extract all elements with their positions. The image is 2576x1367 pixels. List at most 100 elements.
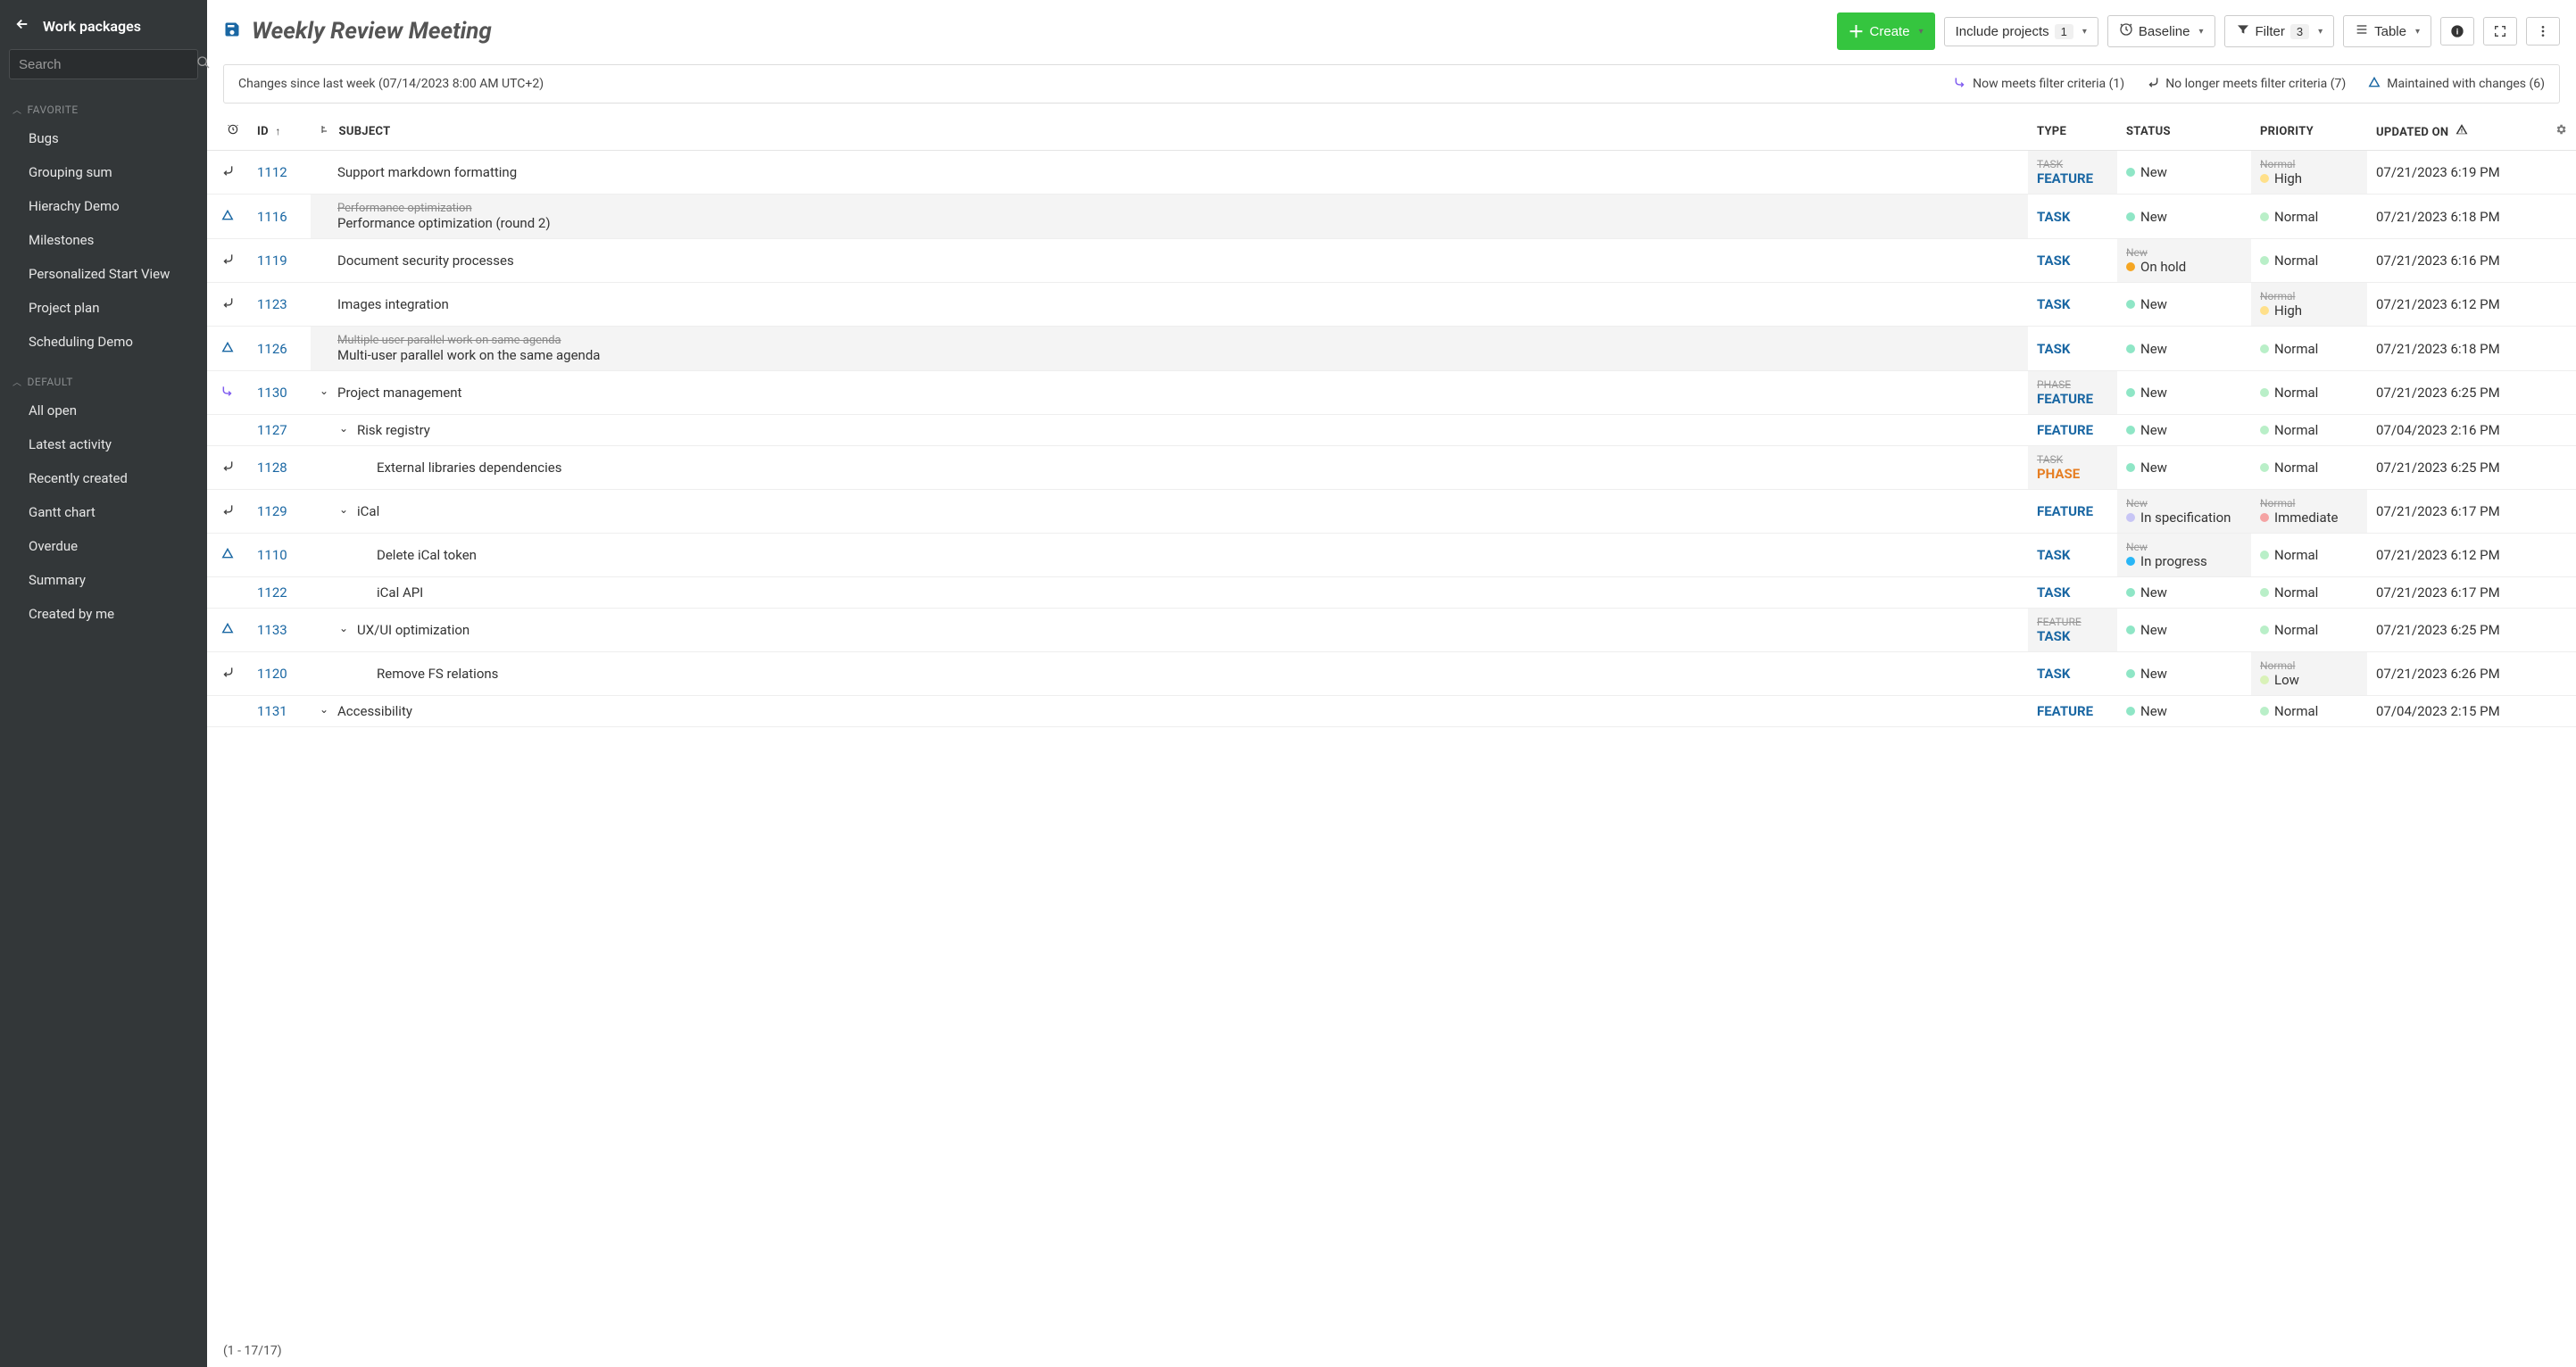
col-id-header[interactable]: ID ↑ bbox=[248, 112, 311, 151]
row-subject[interactable]: ⌄iCal bbox=[311, 490, 2028, 534]
col-updated-header[interactable]: UPDATED ON bbox=[2367, 112, 2546, 151]
col-status-header[interactable]: STATUS bbox=[2117, 112, 2251, 151]
row-id[interactable]: 1131 bbox=[248, 696, 311, 727]
row-id[interactable]: 1112 bbox=[248, 151, 311, 195]
row-type: TASKFEATURE bbox=[2028, 151, 2117, 195]
sidebar-item[interactable]: Gantt chart bbox=[0, 495, 207, 529]
expand-icon[interactable]: ⌄ bbox=[339, 422, 352, 435]
row-subject[interactable]: Images integration bbox=[311, 283, 2028, 327]
table-row[interactable]: 1127⌄Risk registryFEATURENewNormal07/04/… bbox=[207, 415, 2576, 446]
sidebar-item[interactable]: Grouping sum bbox=[0, 155, 207, 189]
fullscreen-button[interactable] bbox=[2483, 17, 2517, 46]
info-button[interactable]: i bbox=[2440, 17, 2474, 46]
sidebar-item[interactable]: Personalized Start View bbox=[0, 257, 207, 291]
col-settings-header[interactable] bbox=[2546, 112, 2576, 151]
sidebar-item[interactable]: Created by me bbox=[0, 597, 207, 631]
row-id[interactable]: 1116 bbox=[248, 195, 311, 239]
sidebar-item[interactable]: Latest activity bbox=[0, 427, 207, 461]
table-row[interactable]: 1126Multiple user parallel work on same … bbox=[207, 327, 2576, 371]
sidebar-item[interactable]: Bugs bbox=[0, 121, 207, 155]
row-priority: Normal bbox=[2251, 415, 2367, 446]
sidebar-item[interactable]: Hierachy Demo bbox=[0, 189, 207, 223]
search-box[interactable] bbox=[9, 49, 198, 79]
row-subject[interactable]: Performance optimizationPerformance opti… bbox=[311, 195, 2028, 239]
sidebar-item[interactable]: Project plan bbox=[0, 291, 207, 325]
row-type: FEATURE bbox=[2028, 415, 2117, 446]
row-status: New bbox=[2117, 652, 2251, 696]
sidebar-item[interactable]: Recently created bbox=[0, 461, 207, 495]
row-type: TASKPHASE bbox=[2028, 446, 2117, 490]
baseline-button[interactable]: Baseline ▾ bbox=[2107, 15, 2215, 47]
filter-button[interactable]: Filter 3 ▾ bbox=[2224, 15, 2335, 47]
row-subject[interactable]: iCal API bbox=[311, 577, 2028, 609]
table-row[interactable]: 1133⌄UX/UI optimizationFEATURETASKNewNor… bbox=[207, 609, 2576, 652]
row-updated: 07/21/2023 6:12 PM bbox=[2367, 534, 2546, 577]
sidebar-section-header[interactable]: ︿DEFAULT bbox=[0, 359, 207, 394]
row-priority: Normal bbox=[2251, 195, 2367, 239]
table-row[interactable]: 1119Document security processesTASKNewOn… bbox=[207, 239, 2576, 283]
row-priority: Normal bbox=[2251, 609, 2367, 652]
table-row[interactable]: 1110Delete iCal tokenTASKNewIn progressN… bbox=[207, 534, 2576, 577]
row-status: New bbox=[2117, 327, 2251, 371]
col-subject-header[interactable]: SUBJECT bbox=[311, 112, 2028, 151]
view-button[interactable]: Table ▾ bbox=[2343, 15, 2431, 47]
more-button[interactable] bbox=[2526, 17, 2560, 46]
table-row[interactable]: 1131⌄AccessibilityFEATURENewNormal07/04/… bbox=[207, 696, 2576, 727]
back-arrow-icon[interactable] bbox=[14, 16, 30, 37]
row-id[interactable]: 1119 bbox=[248, 239, 311, 283]
row-status: New bbox=[2117, 371, 2251, 415]
row-subject[interactable]: ⌄Risk registry bbox=[311, 415, 2028, 446]
chevron-down-icon: ▾ bbox=[1919, 27, 1924, 37]
table-row[interactable]: 1128External libraries dependenciesTASKP… bbox=[207, 446, 2576, 490]
row-id[interactable]: 1128 bbox=[248, 446, 311, 490]
sidebar-section-header[interactable]: ︿FAVORITE bbox=[0, 87, 207, 121]
col-type-header[interactable]: TYPE bbox=[2028, 112, 2117, 151]
sidebar-item[interactable]: All open bbox=[0, 394, 207, 427]
row-id[interactable]: 1130 bbox=[248, 371, 311, 415]
row-subject[interactable]: Document security processes bbox=[311, 239, 2028, 283]
table-row[interactable]: 1129⌄iCalFEATURENewIn specificationNorma… bbox=[207, 490, 2576, 534]
include-projects-button[interactable]: Include projects 1 ▾ bbox=[1944, 17, 2098, 46]
create-button[interactable]: ＋ Create ▾ bbox=[1837, 12, 1935, 50]
expand-icon[interactable]: ⌄ bbox=[320, 703, 332, 716]
expand-icon[interactable]: ⌄ bbox=[339, 622, 352, 634]
row-id[interactable]: 1122 bbox=[248, 577, 311, 609]
row-type: FEATURE bbox=[2028, 696, 2117, 727]
row-subject[interactable]: Remove FS relations bbox=[311, 652, 2028, 696]
row-subject[interactable]: Multiple user parallel work on same agen… bbox=[311, 327, 2028, 371]
row-subject[interactable]: ⌄Project management bbox=[311, 371, 2028, 415]
row-id[interactable]: 1110 bbox=[248, 534, 311, 577]
row-subject[interactable]: External libraries dependencies bbox=[311, 446, 2028, 490]
table-row[interactable]: 1122iCal APITASKNewNormal07/21/2023 6:17… bbox=[207, 577, 2576, 609]
sidebar-item[interactable]: Scheduling Demo bbox=[0, 325, 207, 359]
main-content: Weekly Review Meeting ＋ Create ▾ Include… bbox=[207, 0, 2576, 1367]
row-priority: Normal bbox=[2251, 327, 2367, 371]
row-priority: NormalHigh bbox=[2251, 151, 2367, 195]
search-input[interactable] bbox=[19, 57, 196, 72]
row-id[interactable]: 1129 bbox=[248, 490, 311, 534]
row-id[interactable]: 1127 bbox=[248, 415, 311, 446]
table-row[interactable]: 1112Support markdown formattingTASKFEATU… bbox=[207, 151, 2576, 195]
row-id[interactable]: 1133 bbox=[248, 609, 311, 652]
row-id[interactable]: 1120 bbox=[248, 652, 311, 696]
row-priority: NormalImmediate bbox=[2251, 490, 2367, 534]
table-row[interactable]: 1120Remove FS relationsTASKNewNormalLow0… bbox=[207, 652, 2576, 696]
row-subject[interactable]: Support markdown formatting bbox=[311, 151, 2028, 195]
expand-icon[interactable]: ⌄ bbox=[339, 503, 352, 516]
col-marker-header[interactable] bbox=[207, 112, 248, 151]
row-subject[interactable]: ⌄Accessibility bbox=[311, 696, 2028, 727]
row-subject[interactable]: Delete iCal token bbox=[311, 534, 2028, 577]
sidebar-item[interactable]: Milestones bbox=[0, 223, 207, 257]
row-subject[interactable]: ⌄UX/UI optimization bbox=[311, 609, 2028, 652]
table-row[interactable]: 1116Performance optimizationPerformance … bbox=[207, 195, 2576, 239]
save-icon[interactable] bbox=[223, 21, 241, 43]
table-row[interactable]: 1123Images integrationTASKNewNormalHigh0… bbox=[207, 283, 2576, 327]
sidebar-item[interactable]: Overdue bbox=[0, 529, 207, 563]
sidebar-item[interactable]: Summary bbox=[0, 563, 207, 597]
expand-icon[interactable]: ⌄ bbox=[320, 385, 332, 397]
row-id[interactable]: 1123 bbox=[248, 283, 311, 327]
col-priority-header[interactable]: PRIORITY bbox=[2251, 112, 2367, 151]
row-type: FEATURE bbox=[2028, 490, 2117, 534]
table-row[interactable]: 1130⌄Project managementPHASEFEATURENewNo… bbox=[207, 371, 2576, 415]
row-id[interactable]: 1126 bbox=[248, 327, 311, 371]
